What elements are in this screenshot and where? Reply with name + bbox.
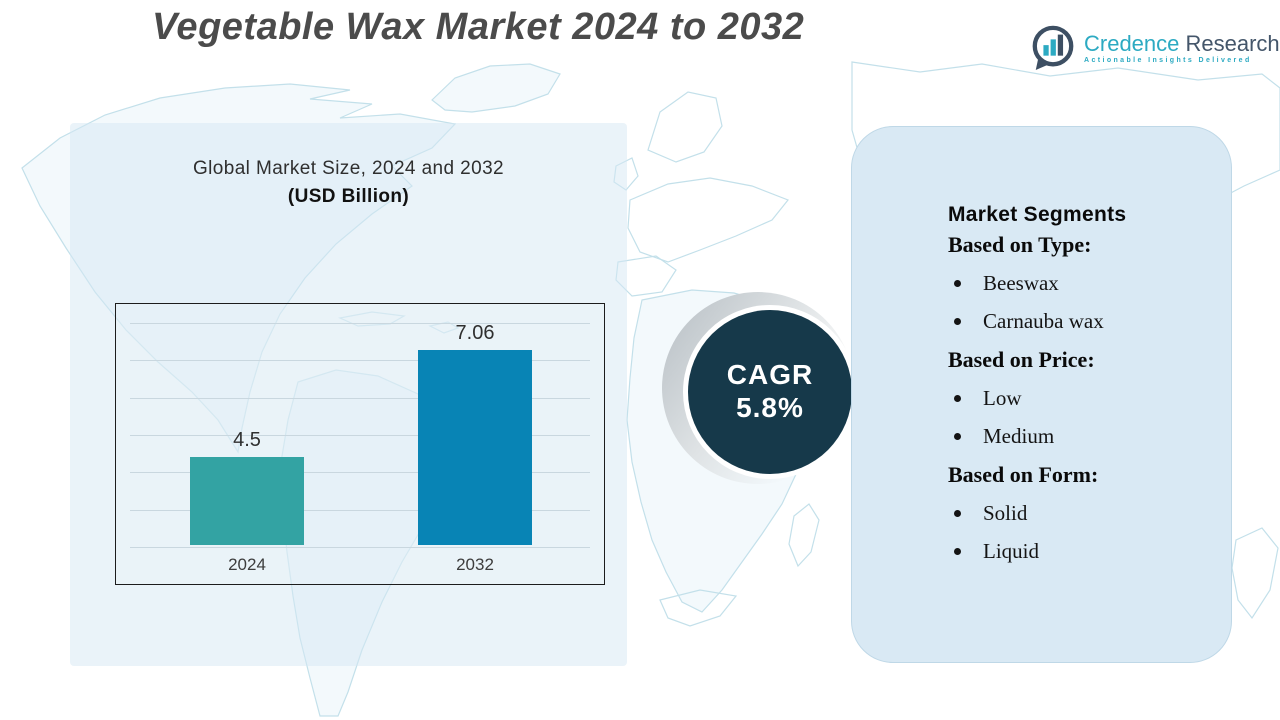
bullet-icon bbox=[954, 433, 961, 440]
chart-section-panel bbox=[70, 123, 627, 666]
segments-groups: Based on Type: Beeswax Carnauba wax Based o… bbox=[948, 232, 1207, 564]
segment-item: Liquid bbox=[954, 539, 1207, 564]
logo-brand-secondary: Research bbox=[1185, 31, 1280, 56]
gridline bbox=[130, 360, 590, 362]
cagr-label: CAGR bbox=[726, 359, 814, 390]
gridline bbox=[130, 435, 590, 436]
segment-item-label: Beeswax bbox=[983, 271, 1059, 295]
segment-group-label: Based on Form: bbox=[948, 462, 1099, 487]
bar-value-label: 7.06 bbox=[455, 322, 495, 344]
segment-item: Carnauba wax bbox=[954, 309, 1207, 334]
segments-heading: Market Segments bbox=[948, 203, 1127, 226]
gridline bbox=[130, 323, 590, 324]
segment-item: Beeswax bbox=[954, 271, 1207, 296]
gridline bbox=[130, 397, 590, 399]
logo-brand-primary: Credence bbox=[1084, 31, 1180, 56]
bullet-icon bbox=[954, 318, 961, 325]
bar-2024 bbox=[190, 457, 304, 545]
bar-category-label: 2024 bbox=[228, 555, 266, 574]
bar-chart-speech-bubble-icon bbox=[1032, 25, 1074, 71]
segment-item: Medium bbox=[954, 424, 1207, 449]
gridline bbox=[130, 547, 590, 548]
segment-item-label: Low bbox=[983, 386, 1022, 410]
bar-2032 bbox=[418, 350, 532, 545]
market-segments-panel: Market Segments Based on Type: Beeswax Car… bbox=[851, 126, 1232, 663]
chart-subtitle: (USD Billion) bbox=[287, 186, 410, 207]
segment-item-label: Carnauba wax bbox=[983, 309, 1104, 333]
cagr-badge: CAGR 5.8% bbox=[688, 310, 852, 474]
segment-item: Low bbox=[954, 386, 1207, 411]
bar-chart: 4.5 2024 7.06 2032 bbox=[115, 303, 605, 585]
segment-item-label: Solid bbox=[983, 501, 1028, 525]
bullet-icon bbox=[954, 548, 961, 555]
bar-category-label: 2032 bbox=[456, 555, 494, 574]
segment-item: Solid bbox=[954, 501, 1207, 526]
chart-title: Global Market Size, 2024 and 2032 bbox=[192, 158, 505, 179]
credence-research-logo: Credence Research Actionable Insights De… bbox=[1030, 24, 1280, 72]
bullet-icon bbox=[954, 395, 961, 402]
segment-item-label: Liquid bbox=[983, 539, 1039, 563]
page-title: Vegetable Wax Market 2024 to 2032 bbox=[152, 6, 805, 48]
cagr-value: 5.8% bbox=[736, 392, 804, 423]
logo-tagline: Actionable Insights Delivered bbox=[1084, 57, 1252, 64]
bullet-icon bbox=[954, 280, 961, 287]
segment-group-label: Based on Type: bbox=[948, 232, 1092, 257]
chart-heading: Global Market Size, 2024 and 2032 (USD B… bbox=[70, 158, 627, 208]
bar-value-label: 4.5 bbox=[233, 429, 261, 451]
logo-wordmark: Credence Research bbox=[1084, 32, 1280, 56]
segment-item-label: Medium bbox=[983, 424, 1055, 448]
gridline bbox=[130, 472, 590, 474]
segment-group-label: Based on Price: bbox=[948, 347, 1095, 372]
bullet-icon bbox=[954, 510, 961, 517]
gridline bbox=[130, 509, 590, 511]
